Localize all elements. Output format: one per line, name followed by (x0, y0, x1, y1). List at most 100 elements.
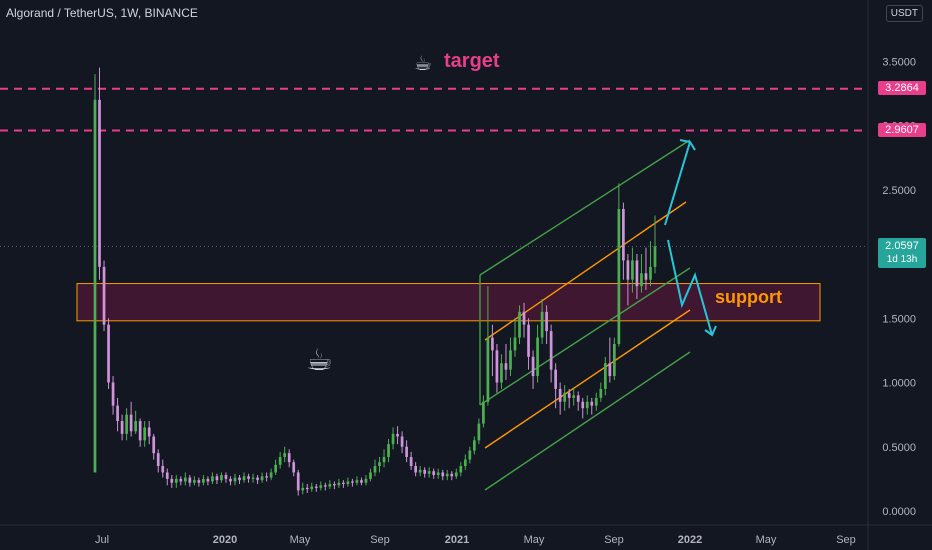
candle-body (292, 462, 296, 473)
projection-arrow-down (667, 239, 713, 336)
candle-body (527, 324, 530, 357)
candle-body (116, 405, 119, 422)
support-annotation: support (715, 287, 782, 307)
candle-body (202, 478, 205, 483)
candle-body (558, 388, 562, 402)
candle-body (581, 401, 585, 409)
candle-body (138, 421, 142, 441)
x-tick-label: Sep (604, 534, 624, 546)
candle-body (387, 444, 390, 458)
candle-body (477, 423, 481, 441)
candle-body (396, 433, 399, 437)
candle-body (251, 477, 255, 479)
candle-body (504, 363, 508, 370)
candle-body (351, 481, 354, 483)
x-tick-label: 2022 (678, 534, 702, 546)
candle-body (617, 209, 621, 344)
candle-body (409, 457, 413, 467)
price-tag-level-2: 2.9607 (878, 123, 926, 137)
candle-body (585, 401, 589, 409)
candle-body (635, 260, 639, 287)
x-tick-label: May (756, 534, 777, 546)
candle-body (134, 421, 137, 432)
candle-body (296, 472, 300, 491)
x-tick-label: 2020 (213, 534, 237, 546)
candle-body (265, 476, 268, 478)
currency-badge[interactable]: USDT (885, 5, 923, 22)
candle-body (414, 466, 417, 473)
candle-body (269, 472, 273, 478)
current-price: 2.0597 (885, 240, 919, 252)
candle-body (120, 421, 124, 434)
candle-body (323, 485, 327, 487)
candle-body (468, 450, 472, 460)
y-tick-label: 0.5000 (882, 442, 916, 454)
candle-body (391, 433, 395, 445)
y-tick-label: 2.5000 (882, 185, 916, 197)
candle-body (206, 478, 210, 482)
channel-line (484, 309, 691, 449)
candle-body (405, 446, 408, 458)
projection-arrow-down-head (704, 325, 717, 337)
coffee-cup-icon: ☕ (306, 344, 333, 377)
candle-body (626, 260, 630, 280)
candle-body (93, 99, 97, 473)
candle-body (518, 311, 521, 338)
candle-body (423, 469, 427, 474)
candle-body (486, 337, 490, 402)
candle-body (152, 436, 156, 454)
candle-body (445, 473, 449, 477)
channel-line (484, 351, 691, 491)
x-tick-label: 2021 (445, 534, 469, 546)
candle-body (301, 487, 305, 491)
y-tick-label: 0.0000 (882, 506, 916, 518)
candle-body (567, 392, 571, 398)
candle-body (459, 466, 463, 473)
candle-body (102, 266, 106, 325)
candle-body (545, 311, 548, 332)
candle-body (418, 469, 422, 473)
y-tick-label: 3.5000 (882, 56, 916, 68)
candle-body (482, 401, 485, 424)
candle-body (364, 478, 368, 483)
candle-countdown: 1d 13h (886, 254, 918, 265)
support-zone (76, 283, 821, 322)
candle-body (256, 477, 259, 481)
chart-title: Algorand / TetherUS, 1W, BINANCE (6, 6, 198, 20)
candle-body (378, 462, 381, 467)
candle-body (441, 472, 445, 477)
candle-body (278, 457, 282, 465)
candle-body (649, 266, 652, 280)
candle-body (563, 392, 567, 402)
candle-body (161, 466, 165, 473)
candle-body (215, 476, 219, 481)
candle-body (522, 311, 526, 325)
candle-body (554, 369, 557, 389)
candle-body (495, 350, 499, 383)
candle-body (540, 311, 544, 338)
candle-body (360, 480, 363, 483)
candle-body (305, 487, 309, 490)
candle-body (572, 395, 576, 398)
candle-body (473, 440, 476, 451)
x-tick-label: May (524, 534, 545, 546)
candle-body (283, 453, 287, 458)
candle-body (165, 472, 169, 479)
candle-body (125, 414, 128, 434)
candle-body (188, 477, 192, 483)
channel-line (479, 139, 691, 276)
candle-body (432, 471, 436, 476)
candle-body (229, 478, 232, 482)
candle-body (640, 273, 643, 287)
candle-body (613, 343, 616, 377)
candle-body (183, 477, 187, 482)
candle-body (450, 473, 454, 477)
candle-body (287, 453, 291, 463)
projection-arrow-up-head (679, 139, 696, 151)
projection-arrow-up (664, 141, 691, 226)
candle-body (536, 337, 539, 377)
coffee-cup-icon: ☕ (414, 53, 432, 75)
candle-body (622, 209, 625, 261)
candle-body (500, 363, 503, 383)
